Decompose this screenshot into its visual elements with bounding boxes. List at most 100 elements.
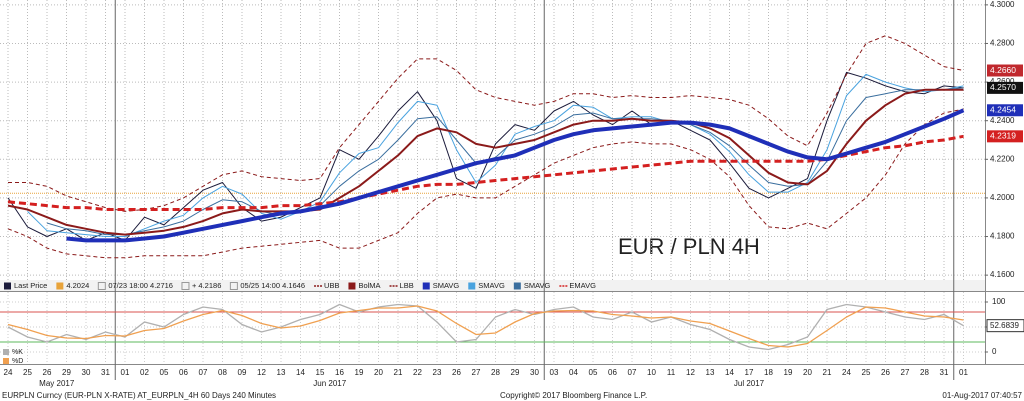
price-tag	[987, 64, 1023, 77]
series-line	[7, 108, 964, 259]
x-tick-label: 26	[881, 368, 890, 377]
x-tick-label: 01	[959, 368, 968, 377]
legend-label: + 4.2186	[192, 281, 221, 290]
price-tag-label: 4.2454	[990, 105, 1016, 115]
x-tick-label: 07	[199, 368, 208, 377]
price-tag	[987, 130, 1023, 143]
legend-label: EMAVG	[569, 281, 596, 290]
oscillator-line	[7, 303, 964, 351]
x-tick-label: 28	[491, 368, 500, 377]
x-tick-label: 08	[218, 368, 227, 377]
x-tick-label: 20	[803, 368, 812, 377]
y-tick-label: 4.2000	[990, 193, 1015, 202]
price-tag-label: 4.2570	[990, 82, 1016, 92]
x-tick-label: 09	[238, 368, 247, 377]
y-tick-label: 4.2800	[990, 39, 1015, 48]
x-tick-label: 26	[452, 368, 461, 377]
footer-left: EURPLN Curncy (EUR-PLN X-RATE) AT_EURPLN…	[2, 391, 276, 400]
x-tick-label: 14	[296, 368, 305, 377]
price-tag-label: 4.2660	[990, 65, 1016, 75]
annotation: EUR / PLN 4H	[618, 234, 760, 259]
price-tag-label: 4.2319	[990, 131, 1016, 141]
y-tick-label: 0	[992, 347, 997, 356]
series-line	[66, 108, 965, 243]
legend-label: LBB	[400, 281, 414, 290]
series-line	[27, 73, 964, 237]
x-tick-label: 12	[257, 368, 266, 377]
legend-label: SMAVG	[524, 281, 551, 290]
x-tick-label: 29	[62, 368, 71, 377]
x-tick-label: 18	[764, 368, 773, 377]
series-line	[7, 134, 964, 211]
x-tick-label: 30	[82, 368, 91, 377]
x-tick-label: 27	[472, 368, 481, 377]
y-tick-label: 4.1600	[990, 270, 1015, 279]
legend-label: 05/25 14:00 4.1646	[240, 281, 305, 290]
x-tick-label: 31	[101, 368, 110, 377]
month-label: Jul 2017	[734, 379, 765, 388]
x-tick-label: 02	[140, 368, 149, 377]
x-tick-label: 26	[43, 368, 52, 377]
x-tick-label: 17	[745, 368, 754, 377]
legend-label: SMAVG	[433, 281, 460, 290]
y-tick-label: 4.2400	[990, 116, 1015, 125]
x-tick-label: 05	[589, 368, 598, 377]
x-tick-label: 01	[121, 368, 130, 377]
legend-icon	[513, 282, 521, 290]
value-tag-label: 52.6839	[990, 321, 1019, 330]
series-line	[46, 87, 964, 236]
x-tick-label: 27	[901, 368, 910, 377]
footer-center: Copyright© 2017 Bloomberg Finance L.P.	[500, 391, 647, 400]
x-tick-label: 06	[179, 368, 188, 377]
y-tick-label: 4.2600	[990, 77, 1015, 86]
x-tick-label: 03	[550, 368, 559, 377]
legend-label: %K	[12, 349, 23, 356]
footer-right: 01-Aug-2017 07:40:57	[942, 391, 1022, 400]
y-tick-label: 4.3000	[990, 0, 1015, 9]
legend-label: %D	[12, 358, 23, 365]
x-tick-label: 13	[706, 368, 715, 377]
y-tick-label: 100	[992, 297, 1006, 306]
x-tick-label: 24	[842, 368, 851, 377]
series-line	[7, 71, 964, 241]
oscillator-line	[7, 305, 964, 348]
legend-label: SMAVG	[478, 281, 505, 290]
x-tick-label: 19	[355, 368, 364, 377]
x-tick-label: 31	[940, 368, 949, 377]
x-tick-label: 21	[823, 368, 832, 377]
x-tick-label: 05	[160, 368, 169, 377]
legend-band	[0, 280, 985, 291]
x-tick-label: 07	[628, 368, 637, 377]
x-tick-label: 14	[725, 368, 734, 377]
legend-label: 4.2024	[66, 281, 89, 290]
x-tick-label: 28	[920, 368, 929, 377]
x-tick-label: 16	[335, 368, 344, 377]
x-tick-label: 04	[569, 368, 578, 377]
month-label: May 2017	[39, 379, 75, 388]
series-line	[8, 35, 964, 212]
x-tick-label: 15	[316, 368, 325, 377]
legend-icon	[3, 358, 9, 364]
legend-icon	[97, 282, 106, 290]
series-line	[7, 88, 964, 236]
legend-label: 07/23 18:00 4.2716	[108, 281, 173, 290]
legend-label: UBB	[324, 281, 339, 290]
x-tick-label: 13	[277, 368, 286, 377]
x-tick-label: 19	[784, 368, 793, 377]
x-tick-label: 30	[530, 368, 539, 377]
legend-label: BolMA	[358, 281, 380, 290]
x-tick-label: 25	[23, 368, 32, 377]
x-tick-label: 06	[608, 368, 617, 377]
legend-icon	[56, 282, 64, 290]
legend-icon	[229, 282, 238, 290]
legend-icon	[468, 282, 476, 290]
x-tick-label: 25	[862, 368, 871, 377]
x-tick-label: 10	[647, 368, 656, 377]
value-tag	[986, 319, 1024, 333]
x-tick-label: 24	[4, 368, 13, 377]
x-tick-label: 22	[413, 368, 422, 377]
x-tick-label: 29	[511, 368, 520, 377]
legend-icon	[181, 282, 190, 290]
